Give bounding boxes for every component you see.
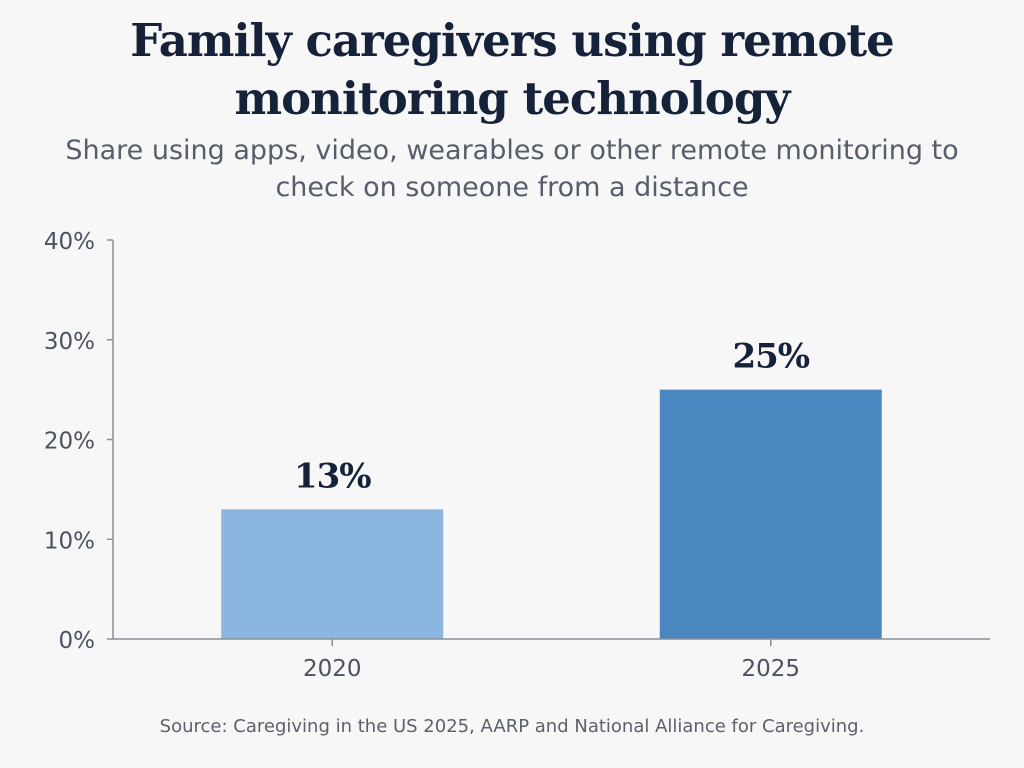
data-label: 25% xyxy=(732,337,809,377)
source-note: Source: Caregiving in the US 2025, AARP … xyxy=(159,716,865,737)
y-tick-label: 10% xyxy=(44,528,95,554)
chart-title: Family caregivers using remote monitorin… xyxy=(130,14,895,125)
bar-2020 xyxy=(221,509,444,639)
data-label: 13% xyxy=(294,456,371,496)
y-tick-label: 30% xyxy=(44,329,95,355)
x-tick-label: 2025 xyxy=(741,656,800,682)
x-tick-label: 2020 xyxy=(303,656,362,682)
y-tick-label: 0% xyxy=(59,628,96,654)
bar-2025 xyxy=(659,389,882,639)
y-tick-label: 40% xyxy=(44,229,95,255)
chart-subtitle: Share using apps, video, wearables or ot… xyxy=(65,135,959,203)
y-tick-label: 20% xyxy=(44,429,95,455)
